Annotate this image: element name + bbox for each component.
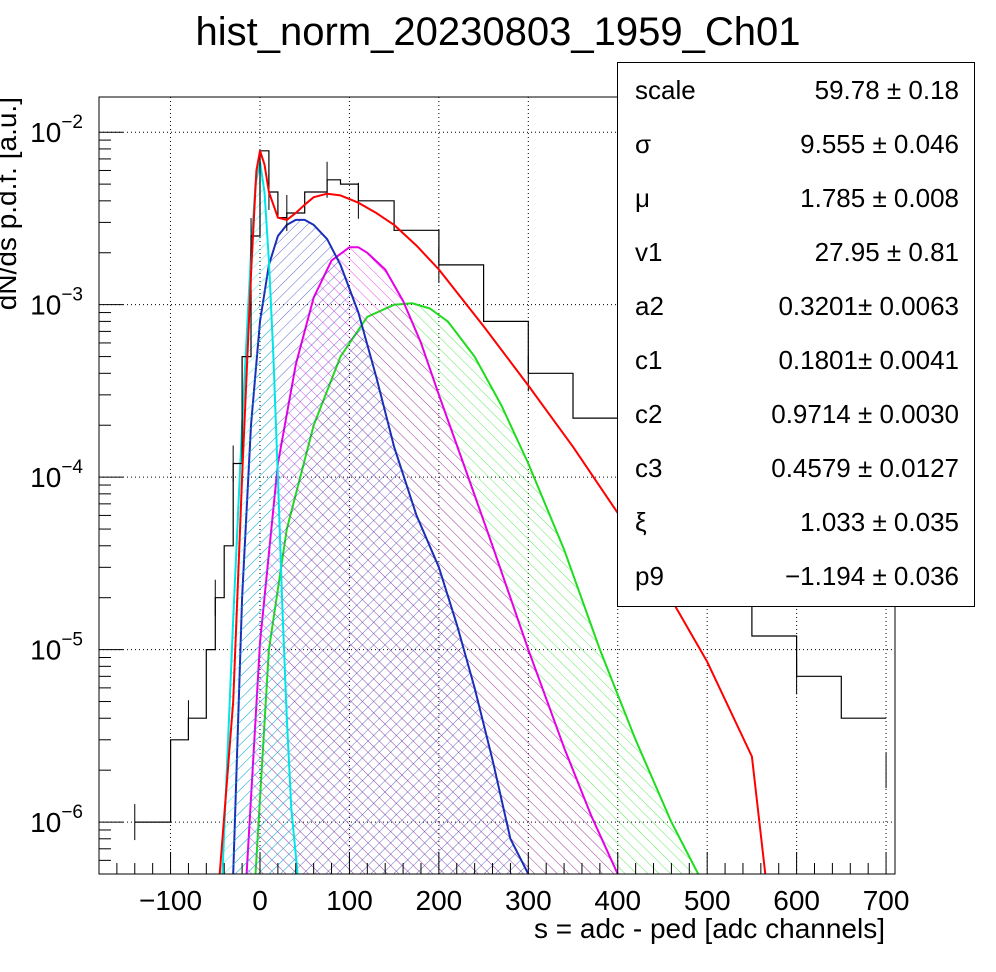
- stat-name: scale: [635, 75, 696, 105]
- chart-title: hist_norm_20230803_1959_Ch01: [195, 10, 801, 54]
- stat-name: μ: [635, 183, 650, 213]
- stat-name: c2: [635, 399, 663, 429]
- component-curve: [221, 161, 299, 874]
- component-fill: [233, 219, 529, 874]
- stat-row: μ 1.785 ± 0.008: [618, 171, 976, 225]
- component-fill: [222, 162, 298, 874]
- fit-stats-box: scale 59.78 ± 0.18 σ 9.555 ± 0.046 μ 1.785 ± …: [617, 62, 975, 607]
- stat-value: −1.194 ± 0.036: [784, 561, 959, 591]
- x-tick-label: 0: [252, 885, 268, 916]
- stat-row: p9 −1.194 ± 0.036: [618, 549, 976, 603]
- stat-value: 0.1801± 0.0041: [778, 345, 959, 375]
- x-tick-label: 700: [863, 885, 910, 916]
- y-axis-label: dN/ds p.d.f. [a.u.]: [0, 97, 22, 310]
- x-tick-label: 500: [684, 885, 731, 916]
- stat-row: v1 27.95 ± 0.81: [618, 225, 976, 279]
- y-tick-label: 10−3: [30, 285, 83, 321]
- x-axis-label: s = adc - ped [adc channels]: [534, 913, 885, 944]
- stat-row: scale 59.78 ± 0.18: [618, 63, 976, 117]
- x-tick-label: −100: [139, 885, 202, 916]
- y-tick-label: 10−5: [30, 630, 83, 666]
- stat-value: 1.785 ± 0.008: [800, 183, 959, 213]
- stat-name: c1: [635, 345, 663, 375]
- stat-row: ξ 1.033 ± 0.035: [618, 495, 976, 549]
- stat-row: c2 0.9714 ± 0.0030: [618, 387, 976, 441]
- stat-name: a2: [635, 291, 664, 321]
- x-tick-label: 200: [416, 885, 463, 916]
- stat-value: 0.4579 ± 0.0127: [771, 453, 959, 483]
- series-group: [134, 149, 887, 874]
- stat-name: v1: [635, 237, 663, 267]
- stat-row: a2 0.3201± 0.0063: [618, 279, 976, 333]
- stat-name: p9: [635, 561, 664, 591]
- x-tick-label: 400: [594, 885, 641, 916]
- stat-value: 1.033 ± 0.035: [800, 507, 959, 537]
- y-tick-label: 10−6: [30, 802, 83, 838]
- stat-value: 59.78 ± 0.18: [814, 75, 959, 105]
- total-fit-curve: [218, 149, 767, 874]
- stat-name: c3: [635, 453, 663, 483]
- y-tick-label: 10−2: [30, 112, 83, 148]
- stat-row: c3 0.4579 ± 0.0127: [618, 441, 976, 495]
- x-tick-label: 100: [326, 885, 373, 916]
- stat-name: ξ: [635, 507, 647, 537]
- stat-row: σ 9.555 ± 0.046: [618, 117, 976, 171]
- axis-ticks: −100 0 100 200 300 400 500 600 700 10−2 10−3 10−4 10…: [30, 112, 909, 916]
- stat-row: c1 0.1801± 0.0041: [618, 333, 976, 387]
- stat-value: 9.555 ± 0.046: [800, 129, 959, 159]
- stat-value: 0.9714 ± 0.0030: [771, 399, 959, 429]
- y-tick-label: 10−4: [30, 457, 83, 493]
- x-tick-label: 300: [505, 885, 552, 916]
- stat-value: 27.95 ± 0.81: [814, 237, 959, 267]
- x-tick-label: 600: [773, 885, 820, 916]
- stat-value: 0.3201± 0.0063: [778, 291, 959, 321]
- stat-name: σ: [635, 129, 652, 159]
